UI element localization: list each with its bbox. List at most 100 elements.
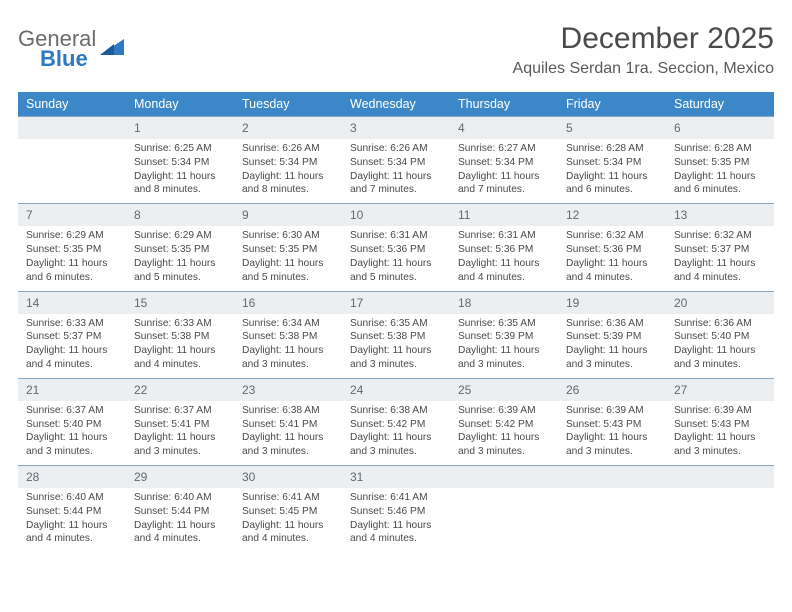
week-row: 1Sunrise: 6:25 AMSunset: 5:34 PMDaylight… (18, 116, 774, 203)
sunset-text: Sunset: 5:45 PM (242, 505, 334, 519)
day-number: 5 (558, 116, 666, 139)
daylight-text: Daylight: 11 hours and 3 minutes. (566, 344, 658, 372)
day-cell: 30Sunrise: 6:41 AMSunset: 5:45 PMDayligh… (234, 465, 342, 552)
day-cell: 1Sunrise: 6:25 AMSunset: 5:34 PMDaylight… (126, 116, 234, 203)
sunrise-text: Sunrise: 6:38 AM (350, 404, 442, 418)
calendar: Sunday Monday Tuesday Wednesday Thursday… (18, 92, 774, 552)
day-number: 20 (666, 291, 774, 314)
day-number: 11 (450, 203, 558, 226)
logo-text: General Blue (18, 28, 96, 70)
daylight-text: Daylight: 11 hours and 4 minutes. (134, 519, 226, 547)
day-number: 12 (558, 203, 666, 226)
day-body: Sunrise: 6:38 AMSunset: 5:42 PMDaylight:… (342, 401, 450, 465)
day-body: Sunrise: 6:39 AMSunset: 5:43 PMDaylight:… (666, 401, 774, 465)
day-number: 23 (234, 378, 342, 401)
daylight-text: Daylight: 11 hours and 5 minutes. (350, 257, 442, 285)
sunset-text: Sunset: 5:41 PM (242, 418, 334, 432)
day-cell: 14Sunrise: 6:33 AMSunset: 5:37 PMDayligh… (18, 291, 126, 378)
weekday-tue: Tuesday (234, 92, 342, 116)
sunrise-text: Sunrise: 6:28 AM (566, 142, 658, 156)
day-number: 24 (342, 378, 450, 401)
day-cell: 25Sunrise: 6:39 AMSunset: 5:42 PMDayligh… (450, 378, 558, 465)
weekday-sun: Sunday (18, 92, 126, 116)
day-cell: 15Sunrise: 6:33 AMSunset: 5:38 PMDayligh… (126, 291, 234, 378)
day-body: Sunrise: 6:26 AMSunset: 5:34 PMDaylight:… (342, 139, 450, 203)
sunset-text: Sunset: 5:40 PM (674, 330, 766, 344)
day-number: 15 (126, 291, 234, 314)
daylight-text: Daylight: 11 hours and 3 minutes. (566, 431, 658, 459)
day-cell: 12Sunrise: 6:32 AMSunset: 5:36 PMDayligh… (558, 203, 666, 290)
daylight-text: Daylight: 11 hours and 4 minutes. (350, 519, 442, 547)
day-body: Sunrise: 6:36 AMSunset: 5:40 PMDaylight:… (666, 314, 774, 378)
weeks-container: 1Sunrise: 6:25 AMSunset: 5:34 PMDaylight… (18, 116, 774, 552)
day-body: Sunrise: 6:34 AMSunset: 5:38 PMDaylight:… (234, 314, 342, 378)
sunrise-text: Sunrise: 6:34 AM (242, 317, 334, 331)
day-cell: 10Sunrise: 6:31 AMSunset: 5:36 PMDayligh… (342, 203, 450, 290)
weekday-sat: Saturday (666, 92, 774, 116)
sunrise-text: Sunrise: 6:31 AM (350, 229, 442, 243)
day-number: 3 (342, 116, 450, 139)
logo: General Blue (18, 22, 126, 70)
day-body: Sunrise: 6:26 AMSunset: 5:34 PMDaylight:… (234, 139, 342, 203)
daylight-text: Daylight: 11 hours and 4 minutes. (134, 344, 226, 372)
day-number: 31 (342, 465, 450, 488)
sunrise-text: Sunrise: 6:36 AM (674, 317, 766, 331)
day-number (18, 116, 126, 139)
day-body: Sunrise: 6:40 AMSunset: 5:44 PMDaylight:… (126, 488, 234, 552)
day-body: Sunrise: 6:28 AMSunset: 5:35 PMDaylight:… (666, 139, 774, 203)
day-body: Sunrise: 6:36 AMSunset: 5:39 PMDaylight:… (558, 314, 666, 378)
day-body (18, 139, 126, 148)
sunset-text: Sunset: 5:36 PM (350, 243, 442, 257)
daylight-text: Daylight: 11 hours and 4 minutes. (566, 257, 658, 285)
day-number: 13 (666, 203, 774, 226)
weekday-header: Sunday Monday Tuesday Wednesday Thursday… (18, 92, 774, 116)
day-cell: 22Sunrise: 6:37 AMSunset: 5:41 PMDayligh… (126, 378, 234, 465)
daylight-text: Daylight: 11 hours and 3 minutes. (242, 431, 334, 459)
day-cell (450, 465, 558, 552)
logo-triangle-icon (100, 37, 126, 62)
sunset-text: Sunset: 5:35 PM (26, 243, 118, 257)
daylight-text: Daylight: 11 hours and 7 minutes. (458, 170, 550, 198)
week-row: 28Sunrise: 6:40 AMSunset: 5:44 PMDayligh… (18, 465, 774, 552)
daylight-text: Daylight: 11 hours and 3 minutes. (26, 431, 118, 459)
day-cell: 9Sunrise: 6:30 AMSunset: 5:35 PMDaylight… (234, 203, 342, 290)
daylight-text: Daylight: 11 hours and 5 minutes. (242, 257, 334, 285)
sunrise-text: Sunrise: 6:40 AM (26, 491, 118, 505)
day-body (558, 488, 666, 497)
day-number: 2 (234, 116, 342, 139)
sunrise-text: Sunrise: 6:33 AM (26, 317, 118, 331)
day-number: 18 (450, 291, 558, 314)
sunset-text: Sunset: 5:37 PM (674, 243, 766, 257)
sunset-text: Sunset: 5:35 PM (242, 243, 334, 257)
daylight-text: Daylight: 11 hours and 3 minutes. (674, 344, 766, 372)
day-body: Sunrise: 6:31 AMSunset: 5:36 PMDaylight:… (342, 226, 450, 290)
sunrise-text: Sunrise: 6:25 AM (134, 142, 226, 156)
day-cell: 27Sunrise: 6:39 AMSunset: 5:43 PMDayligh… (666, 378, 774, 465)
title-block: December 2025 Aquiles Serdan 1ra. Seccio… (513, 22, 774, 78)
day-number: 22 (126, 378, 234, 401)
daylight-text: Daylight: 11 hours and 8 minutes. (134, 170, 226, 198)
sunset-text: Sunset: 5:38 PM (134, 330, 226, 344)
sunrise-text: Sunrise: 6:39 AM (458, 404, 550, 418)
sunset-text: Sunset: 5:41 PM (134, 418, 226, 432)
day-number: 1 (126, 116, 234, 139)
day-cell: 31Sunrise: 6:41 AMSunset: 5:46 PMDayligh… (342, 465, 450, 552)
week-row: 21Sunrise: 6:37 AMSunset: 5:40 PMDayligh… (18, 378, 774, 465)
day-cell: 29Sunrise: 6:40 AMSunset: 5:44 PMDayligh… (126, 465, 234, 552)
location-label: Aquiles Serdan 1ra. Seccion, Mexico (513, 60, 774, 78)
sunset-text: Sunset: 5:38 PM (350, 330, 442, 344)
sunrise-text: Sunrise: 6:37 AM (134, 404, 226, 418)
daylight-text: Daylight: 11 hours and 7 minutes. (350, 170, 442, 198)
day-number: 21 (18, 378, 126, 401)
day-body: Sunrise: 6:39 AMSunset: 5:43 PMDaylight:… (558, 401, 666, 465)
daylight-text: Daylight: 11 hours and 4 minutes. (26, 519, 118, 547)
day-cell: 26Sunrise: 6:39 AMSunset: 5:43 PMDayligh… (558, 378, 666, 465)
day-body (666, 488, 774, 497)
sunset-text: Sunset: 5:42 PM (350, 418, 442, 432)
day-number (666, 465, 774, 488)
day-number: 4 (450, 116, 558, 139)
day-cell: 7Sunrise: 6:29 AMSunset: 5:35 PMDaylight… (18, 203, 126, 290)
day-body: Sunrise: 6:37 AMSunset: 5:40 PMDaylight:… (18, 401, 126, 465)
sunset-text: Sunset: 5:35 PM (134, 243, 226, 257)
day-cell: 20Sunrise: 6:36 AMSunset: 5:40 PMDayligh… (666, 291, 774, 378)
